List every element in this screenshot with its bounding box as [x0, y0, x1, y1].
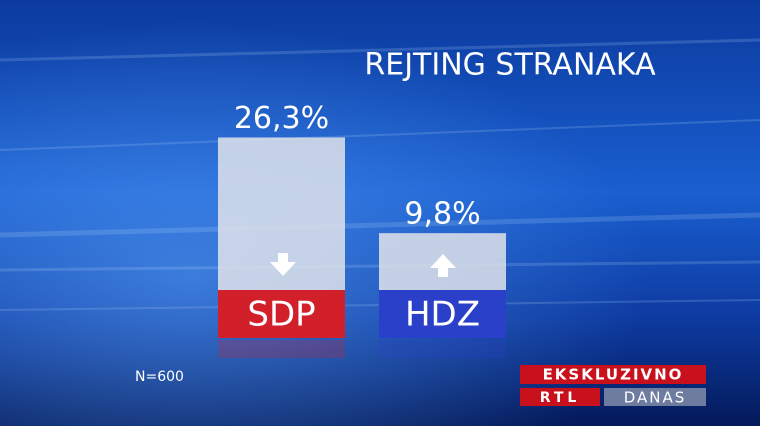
logo-tag-box [520, 365, 706, 384]
up-arrow-stem [438, 267, 448, 277]
down-arrow [270, 262, 296, 276]
value-label: 26,3% [234, 101, 329, 136]
down-arrow-stem [278, 253, 288, 263]
up-arrow [430, 254, 456, 268]
logo-show-box [604, 388, 706, 406]
chart-title: REJTING STRANAKA [364, 48, 656, 83]
category-label: SDP [247, 295, 315, 335]
category-reflection [379, 340, 506, 358]
category-box [218, 290, 345, 338]
category-label: HDZ [405, 295, 480, 335]
logo-show: DANAS [624, 389, 687, 407]
logo-channel-box [520, 388, 600, 406]
category-box [379, 290, 506, 338]
category-reflection [218, 340, 345, 358]
logo-channel: RTL [540, 390, 581, 406]
value-label: 9,8% [404, 197, 480, 232]
logo-tag: EKSKLUZIVNO [543, 366, 684, 384]
sample-note: N=600 [135, 369, 184, 385]
